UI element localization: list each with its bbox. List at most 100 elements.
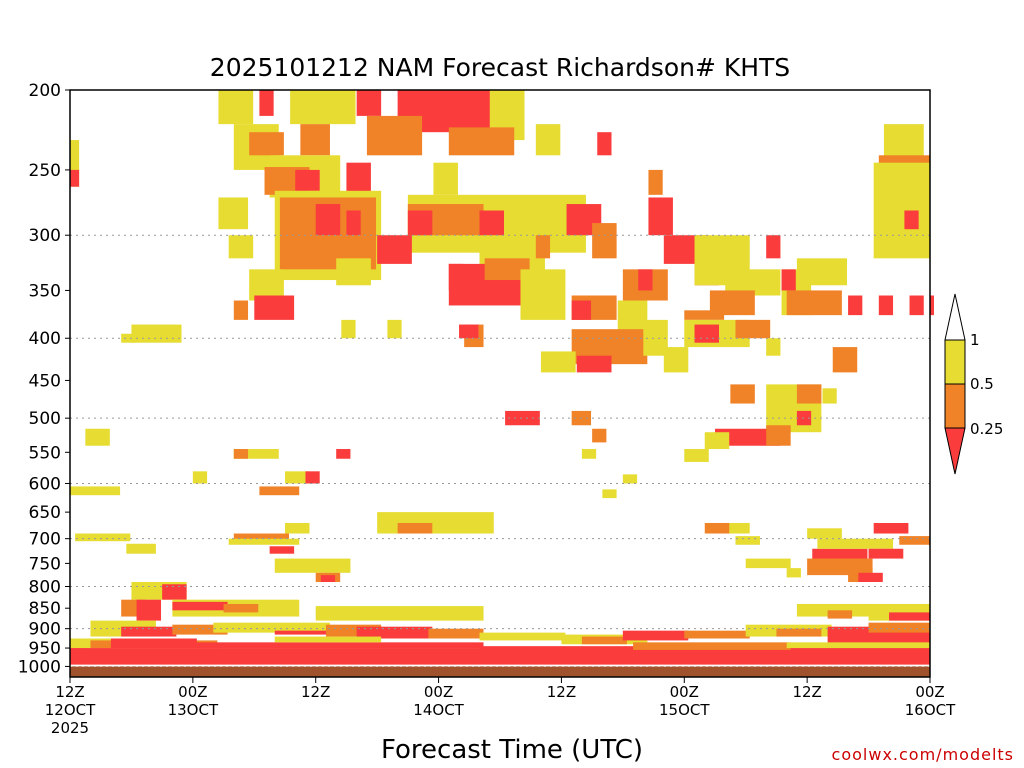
ri-region-red bbox=[505, 410, 540, 426]
x-tick-label: 12Z bbox=[301, 683, 330, 701]
ri-region-yellow bbox=[796, 258, 847, 286]
y-tick-label: 200 bbox=[29, 81, 61, 101]
ri-region-yellow bbox=[535, 124, 561, 156]
ri-region-yellow bbox=[126, 543, 156, 554]
ri-region-red bbox=[576, 355, 612, 373]
ri-region-red bbox=[192, 642, 484, 649]
y-tick-label: 1000 bbox=[18, 657, 61, 677]
ri-region-red bbox=[320, 575, 336, 582]
ri-region-red bbox=[889, 612, 930, 621]
ri-region-yellow bbox=[796, 603, 873, 617]
x-tick-label: 13OCT bbox=[168, 701, 219, 719]
ri-region-red bbox=[781, 269, 796, 291]
y-tick-label: 850 bbox=[29, 599, 61, 619]
ri-region-yellow bbox=[192, 471, 208, 484]
ri-region-red bbox=[136, 599, 162, 621]
ri-region-orange bbox=[735, 319, 771, 339]
x-tick-label: 12Z bbox=[547, 683, 576, 701]
ri-region-yellow bbox=[85, 428, 110, 446]
ri-region-red bbox=[904, 210, 919, 230]
ri-region-yellow bbox=[285, 522, 310, 534]
x-tick-label: 2025 bbox=[51, 719, 89, 737]
colorbar-high-arrow bbox=[944, 293, 966, 341]
ri-region-red bbox=[377, 235, 412, 264]
y-tick-label: 900 bbox=[29, 620, 61, 640]
ri-region-yellow bbox=[479, 632, 566, 641]
y-tick-label: 350 bbox=[29, 281, 61, 301]
ri-region-red bbox=[305, 471, 320, 484]
ri-region-orange bbox=[832, 347, 858, 373]
ri-region-yellow bbox=[622, 474, 638, 484]
ri-region-yellow bbox=[70, 140, 80, 187]
ri-region-orange bbox=[448, 127, 515, 156]
x-tick-label: 15OCT bbox=[659, 701, 710, 719]
ri-region-red bbox=[571, 300, 592, 320]
ri-region-yellow bbox=[75, 533, 131, 542]
ri-region-yellow bbox=[807, 528, 842, 539]
ri-region-orange bbox=[796, 384, 822, 404]
ri-region-red bbox=[259, 90, 274, 116]
chart-title: 2025101212 NAM Forecast Richardson# KHTS bbox=[210, 53, 790, 82]
ri-region-orange bbox=[535, 235, 551, 259]
ri-region-orange bbox=[233, 449, 249, 459]
ri-region-orange bbox=[648, 169, 663, 195]
y-tick-label: 300 bbox=[29, 226, 61, 246]
ri-region-orange bbox=[233, 533, 289, 542]
ri-region-yellow bbox=[228, 235, 254, 259]
ri-region-yellow bbox=[274, 636, 382, 643]
colorbar-orange bbox=[944, 383, 966, 429]
x-tick-label: 00Z bbox=[424, 683, 453, 701]
ri-region-yellow bbox=[377, 512, 494, 534]
ri-region-red bbox=[172, 601, 228, 611]
ri-region-orange bbox=[776, 628, 822, 637]
y-tick-label: 750 bbox=[29, 554, 61, 574]
ri-region-yellow bbox=[228, 538, 300, 545]
ri-region-red bbox=[110, 638, 197, 649]
ri-region-orange bbox=[325, 624, 382, 637]
ri-region-orange bbox=[766, 425, 791, 446]
ri-region-red bbox=[315, 204, 341, 236]
ri-region-orange bbox=[730, 384, 755, 404]
ri-region-red bbox=[479, 646, 638, 652]
ri-region-yellow bbox=[735, 536, 760, 545]
y-axis: 200 250 300 350 400 450 500 550 600 650 700 750 8008… bbox=[18, 81, 70, 677]
ri-region-red bbox=[459, 324, 479, 339]
ri-region-yellow bbox=[817, 538, 894, 549]
ri-region-orange bbox=[592, 428, 607, 443]
colorbar-red-arrow bbox=[944, 427, 966, 475]
ri-region-yellow bbox=[786, 642, 930, 649]
ri-region-yellow bbox=[249, 269, 284, 301]
ri-region-red bbox=[873, 522, 909, 534]
plot-regions bbox=[70, 90, 934, 665]
ri-region-red bbox=[597, 132, 612, 156]
ri-region-red bbox=[336, 449, 351, 459]
ri-region-orange bbox=[684, 630, 750, 639]
x-tick-label: 00Z bbox=[178, 683, 207, 701]
x-tick-label: 12OCT bbox=[45, 701, 96, 719]
colorbar-label-1: 1 bbox=[970, 331, 980, 349]
ri-region-red bbox=[858, 572, 883, 582]
ri-region-yellow bbox=[70, 486, 121, 496]
y-tick-label: 550 bbox=[29, 443, 61, 463]
ri-region-yellow bbox=[218, 197, 249, 230]
y-tick-label: 500 bbox=[29, 409, 61, 429]
ri-region-red bbox=[295, 169, 320, 191]
ri-region-red bbox=[479, 210, 504, 236]
ri-region-yellow bbox=[766, 338, 781, 356]
ri-region-orange bbox=[223, 603, 259, 613]
ri-region-red bbox=[254, 295, 295, 320]
ri-region-red bbox=[121, 626, 177, 637]
y-tick-label: 600 bbox=[29, 474, 61, 494]
ri-region-red bbox=[346, 162, 371, 195]
ri-region-orange bbox=[300, 124, 330, 156]
ri-region-yellow bbox=[131, 324, 182, 343]
ri-region-red bbox=[274, 630, 341, 635]
ri-region-yellow bbox=[341, 319, 356, 339]
ri-region-yellow bbox=[540, 351, 576, 373]
ri-region-orange bbox=[592, 223, 617, 259]
ri-region-yellow bbox=[433, 162, 458, 195]
ri-region-red bbox=[622, 630, 689, 641]
ri-region-orange bbox=[684, 310, 725, 320]
credit-text: coolwx.com/modelts bbox=[832, 745, 1014, 764]
